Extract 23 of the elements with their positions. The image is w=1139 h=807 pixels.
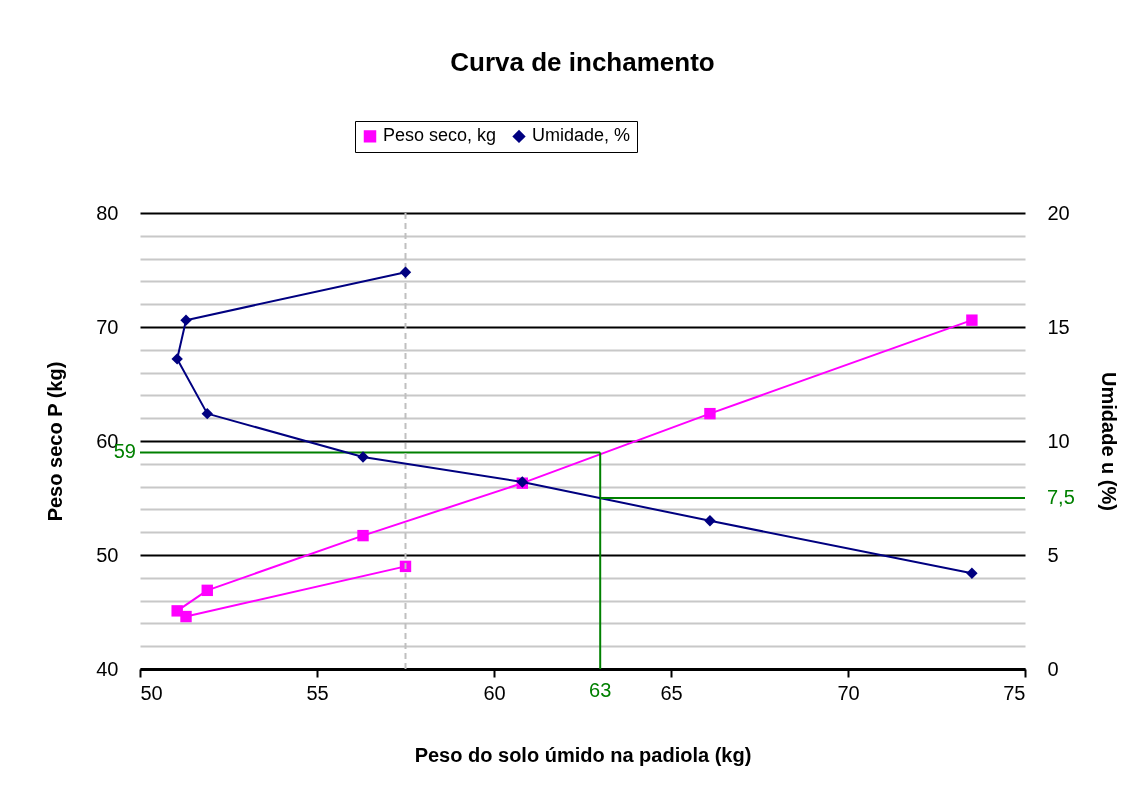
y2-tick-label: 0 [1047, 657, 1059, 680]
ref-line-label: 7,5 [1047, 486, 1075, 508]
x-tick-label: 60 [483, 681, 506, 704]
x-tick-label: 75 [1003, 681, 1026, 704]
y-axis-title: Peso seco P (kg) [44, 361, 67, 522]
y-tick-label: 70 [96, 315, 119, 338]
x-tick-label: 50 [140, 681, 163, 704]
y-tick-label: 40 [96, 657, 119, 680]
y2-tick-label: 15 [1047, 315, 1070, 338]
y2-axis-title: Umidade u (%) [1097, 372, 1120, 511]
x-tick-label: 65 [660, 681, 683, 704]
y-tick-label: 50 [96, 543, 119, 566]
x-tick-label: 55 [306, 681, 329, 704]
legend-label: Umidade, % [532, 125, 631, 146]
chart-title: Curva de inchamento [450, 46, 715, 77]
y2-tick-label: 10 [1047, 429, 1070, 452]
y2-tick-label: 5 [1047, 543, 1059, 566]
y-tick-label: 80 [96, 201, 119, 224]
ref-line-label: 63 [589, 679, 612, 701]
x-tick-label: 70 [837, 681, 860, 704]
legend-label: Peso seco, kg [383, 125, 497, 146]
x-axis-title: Peso do solo úmido na padiola (kg) [414, 743, 752, 766]
y2-tick-label: 20 [1047, 201, 1070, 224]
